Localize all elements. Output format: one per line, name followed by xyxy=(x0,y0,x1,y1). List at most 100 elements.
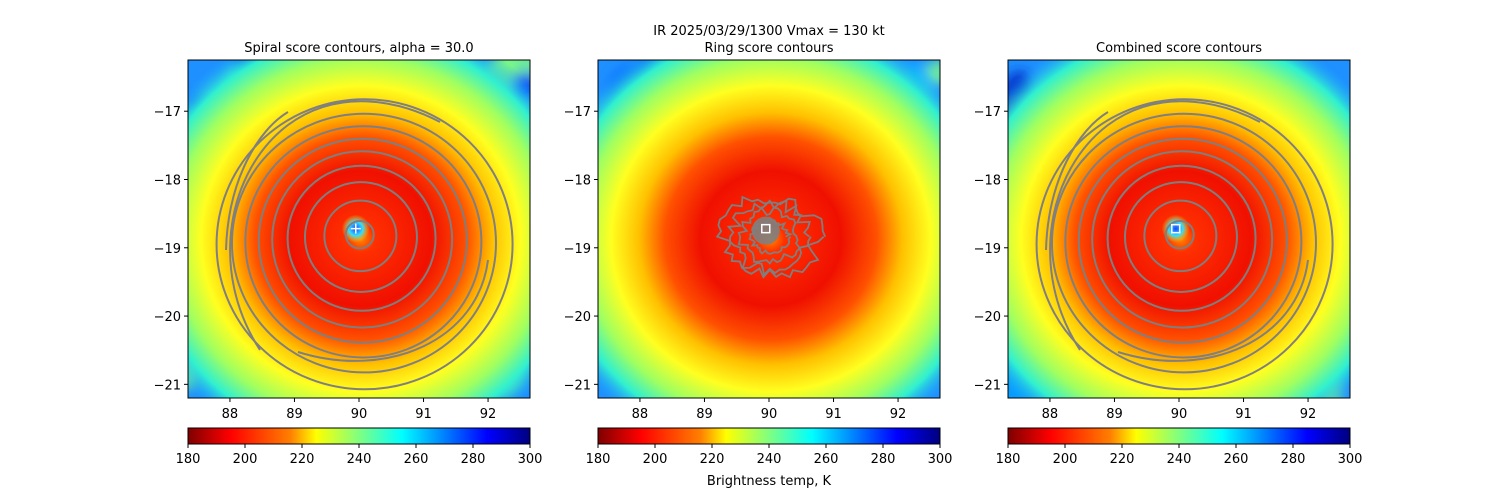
colorbar-tick-label: 240 xyxy=(757,452,782,467)
contour-ring xyxy=(230,112,497,374)
x-tick-label: 88 xyxy=(632,407,649,422)
colorbar-tick-label: 280 xyxy=(461,452,486,467)
colorbar-tick-label: 240 xyxy=(1167,452,1192,467)
contour-ring xyxy=(748,216,793,255)
colorbar-tick-label: 260 xyxy=(1224,452,1249,467)
y-tick-label: −20 xyxy=(564,310,591,325)
colorbar-tick-label: 260 xyxy=(814,452,839,467)
y-tick-label: −17 xyxy=(564,105,591,120)
x-tick-label: 88 xyxy=(1042,407,1059,422)
x-tick-label: 90 xyxy=(351,407,368,422)
y-tick-label: −17 xyxy=(974,105,1001,120)
x-tick-label: 92 xyxy=(1300,407,1317,422)
contour-ring xyxy=(1091,150,1274,329)
figure-suptitle: IR 2025/03/29/1300 Vmax = 130 kt xyxy=(653,24,884,39)
ir-image xyxy=(188,60,530,398)
contour-ring xyxy=(1077,137,1288,344)
y-tick-label: −19 xyxy=(974,242,1001,257)
x-tick-label: 88 xyxy=(222,407,239,422)
colorbar xyxy=(1007,427,1351,445)
colorbar-tick-label: 260 xyxy=(404,452,429,467)
contour-ring xyxy=(344,219,375,250)
colorbar-tick-label: 280 xyxy=(1281,452,1306,467)
score-contours xyxy=(215,98,514,391)
contour-arc xyxy=(1117,259,1309,362)
contour-ring xyxy=(1143,199,1218,273)
contour-ring xyxy=(1035,98,1334,391)
x-tick-label: 92 xyxy=(480,407,497,422)
panel-3: Combined score contours 88 89 90 91 92 −17 −18 −… xyxy=(974,41,1363,467)
colorbar-tick-label: 220 xyxy=(1110,452,1135,467)
center-plus-marker xyxy=(350,223,361,234)
score-contours xyxy=(1035,98,1334,391)
x-tick-label: 89 xyxy=(1106,407,1123,422)
colorbar-tick-label: 180 xyxy=(176,452,201,467)
colorbar-tick-label: 180 xyxy=(586,452,611,467)
x-tick-label: 90 xyxy=(1171,407,1188,422)
y-tick-label: −18 xyxy=(974,173,1001,188)
y-tick-label: −17 xyxy=(154,105,181,120)
center-square-marker xyxy=(1171,223,1181,234)
y-tick-label: −21 xyxy=(974,378,1001,393)
contour-ring xyxy=(257,137,468,344)
x-tick-label: 90 xyxy=(761,407,778,422)
panel-title: Combined score contours xyxy=(1096,41,1262,56)
contour-ring xyxy=(271,150,454,329)
y-tick-label: −18 xyxy=(564,173,591,188)
colorbar-tick-label: 240 xyxy=(347,452,372,467)
x-tick-label: 89 xyxy=(286,407,303,422)
panel-title: Spiral score contours, alpha = 30.0 xyxy=(244,41,473,56)
score-contours xyxy=(715,195,827,279)
ir-image xyxy=(1008,60,1350,398)
colorbar-tick-label: 200 xyxy=(643,452,668,467)
contour-ring xyxy=(286,164,437,312)
y-tick-label: −19 xyxy=(154,242,181,257)
x-tick-label: 91 xyxy=(825,407,842,422)
colorbar-tick-label: 220 xyxy=(700,452,725,467)
x-tick-label: 92 xyxy=(890,407,907,422)
contour-ring xyxy=(1050,112,1317,374)
colorbar-tick-label: 200 xyxy=(1053,452,1078,467)
colorbar-tick-label: 300 xyxy=(518,452,543,467)
colorbar-tick-label: 300 xyxy=(928,452,953,467)
panel-1: Spiral score contours, alpha = 30.0 88 89 9… xyxy=(154,41,543,467)
y-tick-label: −20 xyxy=(974,310,1001,325)
contour-core xyxy=(751,216,780,245)
panel-2: Ring score contours 88 89 90 91 92 −17 −18 −19 −2… xyxy=(564,41,953,467)
colorbar xyxy=(187,427,531,445)
colorbar-tick-label: 280 xyxy=(871,452,896,467)
colorbar-tick-label: 300 xyxy=(1338,452,1363,467)
contour-arc xyxy=(297,259,489,362)
x-tick-label: 89 xyxy=(696,407,713,422)
y-tick-label: −19 xyxy=(564,242,591,257)
contour-arc xyxy=(229,100,441,351)
contour-arc xyxy=(225,111,289,251)
y-tick-label: −21 xyxy=(154,378,181,393)
contour-ring xyxy=(1164,219,1195,250)
contour-ring xyxy=(244,125,483,359)
contour-ring xyxy=(323,199,398,273)
contour-ring xyxy=(1106,164,1257,312)
y-tick-label: −20 xyxy=(154,310,181,325)
x-tick-label: 91 xyxy=(415,407,432,422)
contour-ring xyxy=(726,199,812,277)
center-square-marker xyxy=(761,223,771,234)
contour-ring xyxy=(1064,125,1303,359)
contour-arc xyxy=(1049,100,1261,351)
x-tick-label: 91 xyxy=(1235,407,1252,422)
contour-ring xyxy=(215,98,514,391)
contour-arc xyxy=(1045,111,1109,251)
contour-ring xyxy=(715,195,827,279)
contour-ring xyxy=(1123,181,1238,293)
contour-ring xyxy=(303,181,418,293)
colorbar-tick-label: 200 xyxy=(233,452,258,467)
colorbar-tick-label: 180 xyxy=(996,452,1021,467)
y-tick-label: −21 xyxy=(564,378,591,393)
colorbar-tick-label: 220 xyxy=(290,452,315,467)
colorbar xyxy=(597,427,941,445)
y-tick-label: −18 xyxy=(154,173,181,188)
contour-ring xyxy=(737,206,802,265)
panel-title: Ring score contours xyxy=(704,41,833,56)
colorbar-label: Brightness temp, K xyxy=(707,474,832,489)
